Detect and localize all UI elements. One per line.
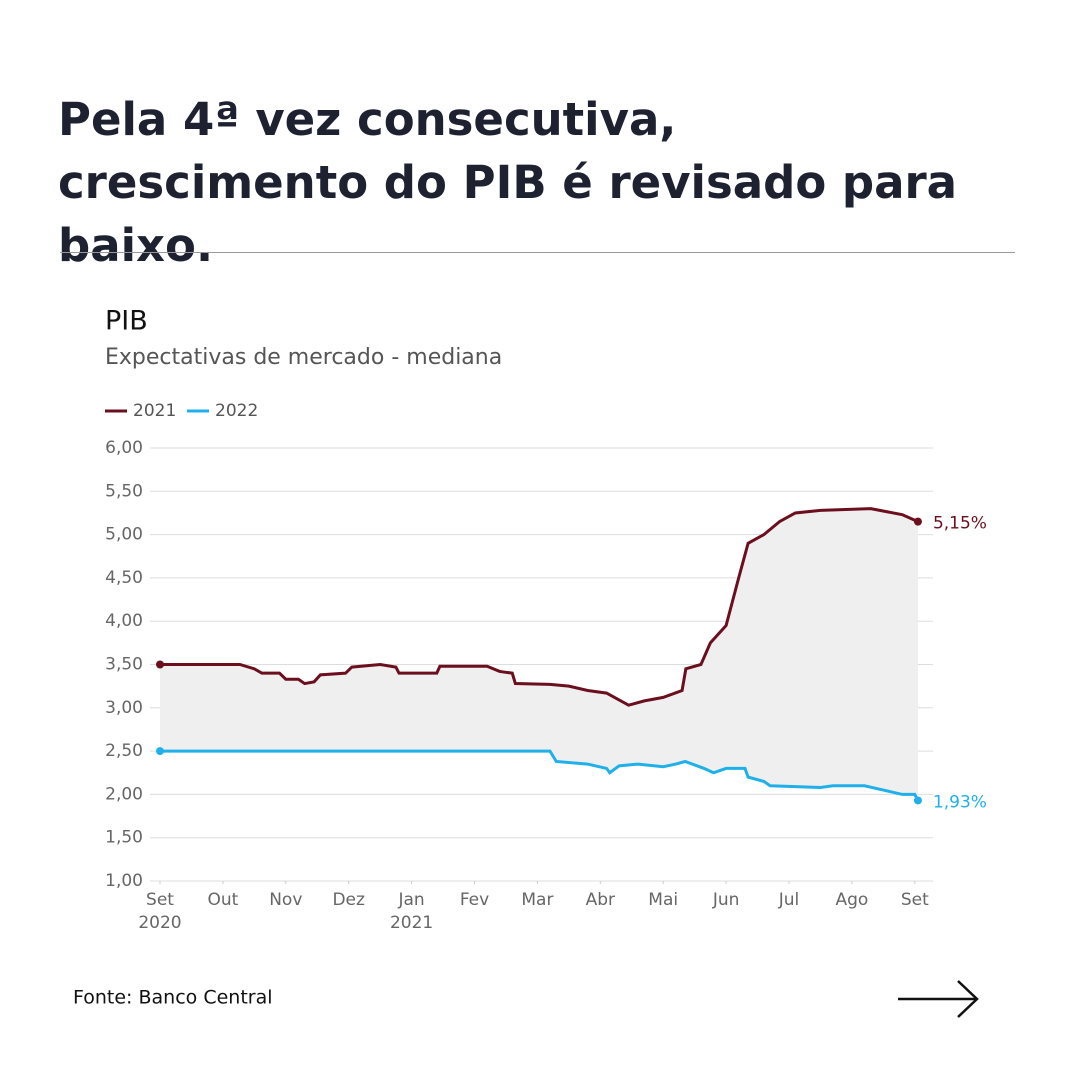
end-dot [156, 747, 164, 756]
x-tick-label: Mai [648, 890, 678, 910]
x-tick-label: Abr [586, 890, 615, 910]
value-label: 1,93% [933, 792, 987, 812]
y-tick-label: 5,00 [105, 525, 143, 545]
y-tick-label: 3,50 [105, 655, 143, 675]
chart-subtitle: Expectativas de mercado - mediana [105, 345, 502, 370]
y-tick-label: 5,50 [105, 481, 143, 501]
y-tick-label: 2,50 [105, 741, 143, 761]
end-dot [913, 517, 922, 526]
x-tick-label: Mar [521, 890, 553, 910]
x-tick-label: Dez [332, 890, 365, 910]
x-tick-label: Set [901, 890, 929, 910]
x-year-label: 2021 [390, 913, 433, 933]
value-label: 5,15% [933, 514, 987, 534]
series-line [160, 749, 920, 802]
divider [60, 252, 1015, 253]
next-arrow[interactable] [898, 980, 979, 1018]
x-tick-label: Ago [835, 890, 868, 910]
source: Fonte: Banco Central [73, 987, 273, 1009]
headline: Pela 4ª vez consecutiva, crescimento do … [58, 93, 958, 272]
x-tick-label: Nov [269, 890, 302, 910]
end-dot [156, 660, 164, 669]
legend-label: 2022 [215, 401, 258, 421]
x-tick-label: Jul [778, 890, 800, 910]
y-tick-label: 2,00 [105, 784, 143, 804]
y-tick-label: 4,00 [105, 611, 143, 631]
y-tick-label: 1,50 [105, 828, 143, 848]
y-tick-label: 1,00 [105, 871, 143, 891]
x-tick-label: Jan [397, 890, 424, 910]
band [160, 508, 918, 801]
x-tick-label: Out [207, 890, 238, 910]
x-year-label: 2020 [138, 913, 181, 933]
series-line [160, 507, 919, 707]
end-dot [913, 796, 922, 805]
y-tick-label: 4,50 [105, 568, 143, 588]
y-tick-label: 6,00 [105, 438, 143, 458]
x-tick-label: Fev [460, 890, 489, 910]
chart-title: PIB [105, 306, 148, 337]
x-tick-label: Jun [712, 890, 740, 910]
y-tick-label: 3,00 [105, 698, 143, 718]
legend-label: 2021 [133, 401, 176, 421]
x-tick-label: Set [146, 890, 174, 910]
